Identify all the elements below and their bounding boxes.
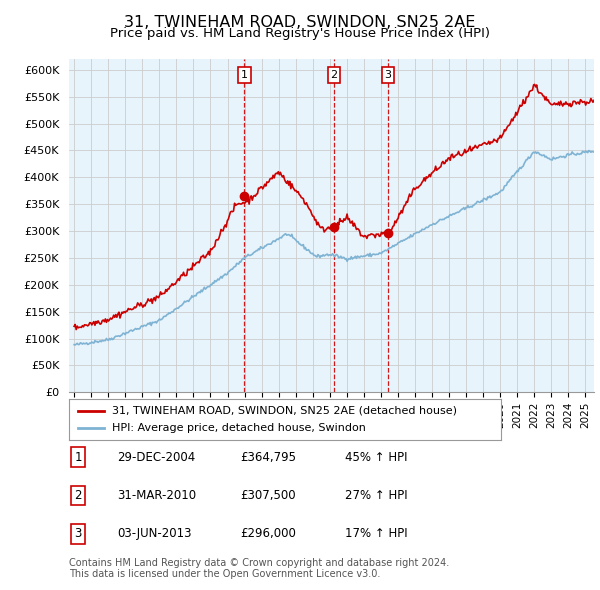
Text: 29-DEC-2004: 29-DEC-2004 <box>117 451 195 464</box>
Text: 2: 2 <box>74 489 82 502</box>
Text: 1: 1 <box>241 70 248 80</box>
Text: Price paid vs. HM Land Registry's House Price Index (HPI): Price paid vs. HM Land Registry's House … <box>110 27 490 40</box>
Text: 3: 3 <box>74 527 82 540</box>
Text: 31, TWINEHAM ROAD, SWINDON, SN25 2AE (detached house): 31, TWINEHAM ROAD, SWINDON, SN25 2AE (de… <box>112 406 457 416</box>
Text: HPI: Average price, detached house, Swindon: HPI: Average price, detached house, Swin… <box>112 423 366 433</box>
Text: 03-JUN-2013: 03-JUN-2013 <box>117 527 191 540</box>
Text: 3: 3 <box>385 70 392 80</box>
Text: 17% ↑ HPI: 17% ↑ HPI <box>345 527 407 540</box>
Text: 27% ↑ HPI: 27% ↑ HPI <box>345 489 407 502</box>
Text: £307,500: £307,500 <box>240 489 296 502</box>
Text: This data is licensed under the Open Government Licence v3.0.: This data is licensed under the Open Gov… <box>69 569 380 579</box>
Text: 31-MAR-2010: 31-MAR-2010 <box>117 489 196 502</box>
Text: 2: 2 <box>331 70 338 80</box>
Text: 45% ↑ HPI: 45% ↑ HPI <box>345 451 407 464</box>
Text: 31, TWINEHAM ROAD, SWINDON, SN25 2AE: 31, TWINEHAM ROAD, SWINDON, SN25 2AE <box>124 15 476 30</box>
Text: £364,795: £364,795 <box>240 451 296 464</box>
Text: £296,000: £296,000 <box>240 527 296 540</box>
Text: Contains HM Land Registry data © Crown copyright and database right 2024.: Contains HM Land Registry data © Crown c… <box>69 558 449 568</box>
Text: 1: 1 <box>74 451 82 464</box>
